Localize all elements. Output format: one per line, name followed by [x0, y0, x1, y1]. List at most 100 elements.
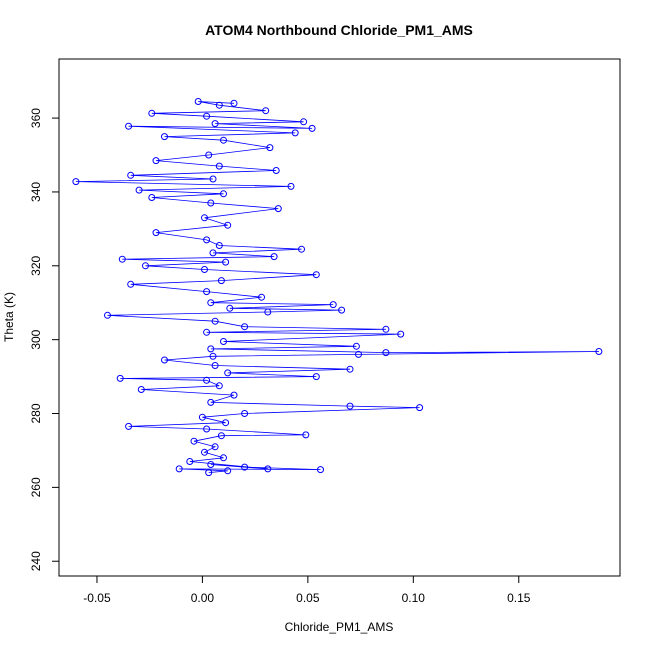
data-point [211, 120, 219, 128]
data-point [127, 171, 135, 179]
data-point [207, 398, 215, 406]
y-axis: 240 260 280 300 320 340 360 [29, 108, 60, 571]
data-point [230, 99, 238, 107]
data-point [207, 199, 215, 207]
data-point [104, 311, 111, 319]
data-point [595, 348, 603, 355]
x-axis: -0.05 0.00 0.05 0.10 0.15 [83, 575, 531, 605]
y-tick-label: 240 [29, 551, 43, 571]
data-point [274, 205, 282, 213]
x-tick-label: 0.10 [402, 591, 426, 605]
data-point [215, 242, 223, 249]
y-tick-label: 300 [29, 329, 43, 349]
data-point [152, 157, 160, 165]
data-point [203, 376, 211, 384]
y-tick-label: 280 [29, 403, 43, 423]
data-point [241, 410, 249, 417]
data-point [203, 425, 211, 433]
data-point [416, 404, 424, 412]
data-point [198, 413, 206, 421]
data-point [209, 249, 217, 257]
data-point [215, 101, 223, 109]
data-point [264, 465, 272, 473]
data-point [203, 236, 211, 244]
data-point [308, 124, 316, 132]
data-point [329, 301, 337, 309]
data-point [211, 317, 219, 325]
data-point [222, 258, 230, 266]
data-point [118, 255, 126, 263]
data-point [312, 373, 320, 381]
x-axis-label: Chloride_PM1_AMS [285, 620, 394, 634]
data-point [207, 299, 215, 307]
y-tick-label: 340 [29, 182, 43, 202]
data-point [300, 118, 308, 126]
data-point [287, 182, 295, 190]
data-point [127, 280, 135, 288]
y-tick-label: 320 [29, 255, 43, 275]
data-point [226, 304, 234, 312]
chart-title: ATOM4 Northbound Chloride_PM1_AMS [205, 22, 473, 38]
data-point [264, 308, 272, 316]
x-tick-label: -0.05 [83, 591, 111, 605]
data-point [230, 391, 238, 399]
series-layer [72, 98, 603, 477]
data-point [346, 365, 354, 373]
y-axis-label: Theta (K) [2, 292, 16, 342]
data-point [190, 437, 198, 445]
data-point [262, 107, 270, 115]
data-point [148, 194, 156, 201]
data-point [217, 277, 225, 285]
data-point [211, 443, 219, 451]
data-point [272, 167, 280, 174]
data-point [220, 454, 227, 462]
data-point [220, 136, 227, 144]
data-point [220, 338, 227, 345]
data-point [203, 112, 211, 120]
data-point [352, 342, 360, 350]
data-point [161, 133, 168, 141]
data-point [142, 262, 149, 270]
data-point [203, 328, 211, 336]
data-point [302, 431, 310, 439]
data-point [317, 466, 324, 474]
data-point [224, 467, 232, 475]
data-point [161, 356, 168, 364]
data-point [382, 325, 390, 333]
x-tick-label: 0.00 [191, 591, 215, 605]
data-point [201, 266, 208, 273]
data-point [207, 461, 215, 468]
data-point [338, 306, 346, 314]
data-point [186, 458, 194, 465]
data-point [205, 469, 213, 477]
data-point [116, 374, 124, 382]
data-point [207, 345, 215, 353]
data-point [220, 190, 227, 198]
series-line [75, 101, 599, 473]
data-point [209, 175, 217, 183]
data-point [152, 229, 160, 237]
data-point [346, 402, 354, 410]
data-point [298, 245, 305, 253]
data-point [209, 352, 217, 360]
data-point [201, 448, 208, 456]
data-point [125, 422, 133, 430]
data-point [215, 162, 223, 170]
data-point [224, 221, 232, 229]
data-point [217, 432, 225, 440]
x-tick-label: 0.15 [507, 591, 531, 605]
data-point [241, 323, 249, 331]
data-point [241, 463, 249, 471]
data-point [125, 122, 133, 130]
data-point [355, 350, 362, 358]
data-point [270, 253, 278, 261]
data-point [382, 349, 390, 357]
data-point [201, 214, 208, 222]
data-point [266, 144, 274, 152]
data-point [312, 271, 320, 279]
data-point [258, 293, 265, 301]
data-point [72, 178, 80, 186]
x-tick-label: 0.05 [296, 591, 320, 605]
data-point [291, 129, 299, 137]
